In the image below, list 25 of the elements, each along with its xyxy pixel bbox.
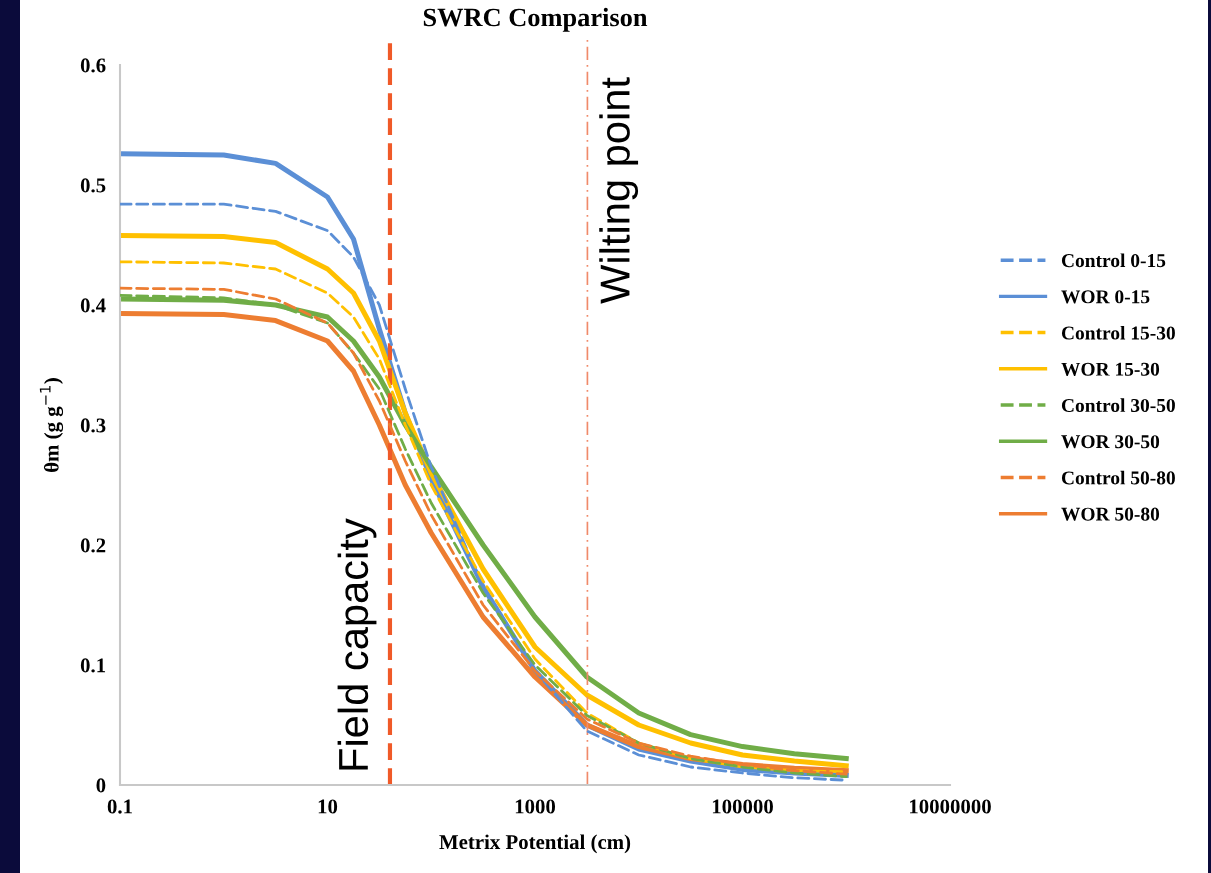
y-axis-title: θm (g g$^{−1}$) (39, 378, 64, 472)
y-tick-label: 0.2 (80, 538, 106, 553)
legend-label: WOR 50-80 (1061, 507, 1160, 521)
chart-title: SWRC Comparison (423, 7, 648, 32)
ref-line-label: Wilting point (599, 77, 639, 304)
y-tick-label: 0.4 (80, 298, 106, 313)
y-tick-label: 0 (96, 778, 106, 793)
legend-label: WOR 15-30 (1061, 362, 1160, 376)
y-tick-label: 0.1 (80, 658, 106, 673)
legend-label: WOR 30-50 (1061, 435, 1160, 449)
x-tick-label: 100000 (712, 799, 773, 814)
legend-label: Control 15-30 (1061, 325, 1175, 340)
y-tick-label: 0.6 (80, 58, 106, 73)
y-tick-label: 0.5 (80, 178, 106, 193)
x-axis-title: Metrix Potential (cm) (439, 834, 631, 854)
x-tick-label: 0.1 (107, 799, 132, 814)
x-tick-label: 10 (318, 799, 338, 814)
x-tick-label: 1000 (515, 799, 556, 814)
y-tick-label: 0.3 (80, 418, 106, 433)
ref-line-label: Field capacity (337, 518, 377, 770)
legend-label: Control 0-15 (1061, 253, 1166, 268)
x-tick-label: 10000000 (910, 799, 991, 814)
legend-label: WOR 0-15 (1061, 290, 1150, 304)
legend-label: Control 30-50 (1061, 398, 1175, 413)
legend-label: Control 50-80 (1061, 470, 1175, 485)
